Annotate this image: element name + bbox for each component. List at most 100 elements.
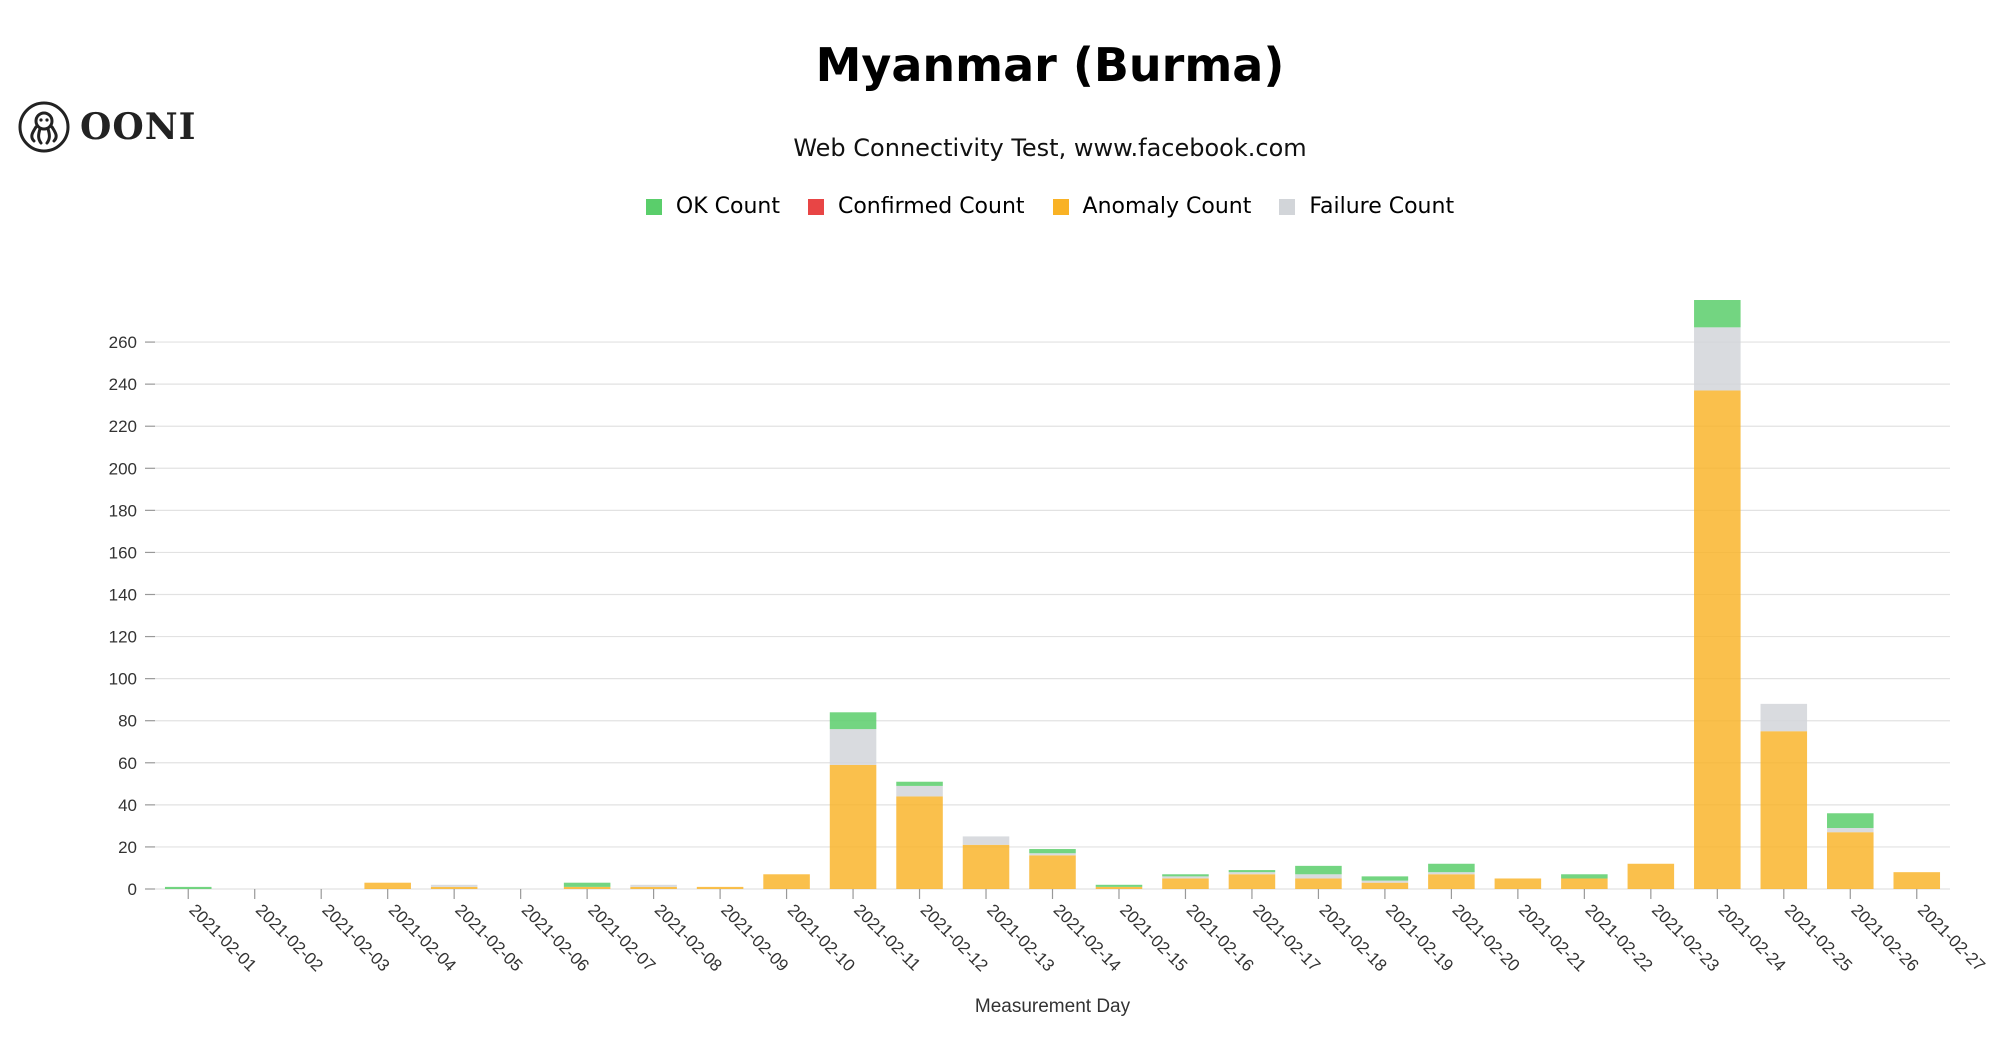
legend-swatch-failure (1279, 198, 1296, 215)
bar-anomaly-2021-02-26[interactable] (1827, 832, 1874, 889)
logo-text: OONI (80, 106, 197, 148)
bar-anomaly-2021-02-17[interactable] (1228, 874, 1276, 889)
x-axis-ticks: 2021-02-012021-02-022021-02-032021-02-04… (185, 889, 1989, 975)
x-tick-label: 2021-02-21 (1515, 900, 1590, 975)
bar-ok-2021-02-01[interactable] (164, 886, 212, 889)
y-tick-label: 140 (109, 586, 137, 605)
chart-legend: OK Count Confirmed Count Anomaly Count F… (0, 194, 1999, 219)
octopus-logo-icon (18, 101, 70, 153)
legend-label-anomaly: Anomaly Count (1082, 194, 1252, 219)
bar-ok-2021-02-19[interactable] (1361, 876, 1409, 881)
bar-failure-2021-02-05[interactable] (430, 884, 478, 887)
y-tick-label: 120 (109, 628, 137, 647)
bar-anomaly-2021-02-13[interactable] (962, 844, 1010, 889)
bar-anomaly-2021-02-15[interactable] (1095, 886, 1143, 889)
chart-title: Myanmar (Burma) (815, 38, 1285, 92)
bar-ok-2021-02-24[interactable] (1694, 300, 1741, 328)
y-tick-label: 180 (109, 501, 137, 520)
bar-failure-2021-02-19[interactable] (1361, 880, 1409, 883)
x-tick-label: 2021-02-23 (1648, 900, 1723, 975)
bar-anomaly-2021-02-12[interactable] (896, 796, 943, 889)
legend-label-ok: OK Count (675, 194, 780, 219)
bar-anomaly-2021-02-20[interactable] (1428, 874, 1475, 889)
bar-anomaly-2021-02-22[interactable] (1561, 878, 1608, 889)
legend-item-ok[interactable]: OK Count (645, 194, 780, 219)
bar-failure-2021-02-11[interactable] (829, 729, 877, 765)
x-tick-label: 2021-02-12 (917, 900, 992, 975)
legend-item-failure[interactable]: Failure Count (1279, 194, 1454, 219)
x-axis-title: Measurement Day (975, 996, 1131, 1017)
bar-ok-2021-02-15[interactable] (1095, 884, 1143, 887)
bar-anomaly-2021-02-24[interactable] (1694, 390, 1741, 889)
x-tick-label: 2021-02-19 (1382, 900, 1457, 975)
x-tick-label: 2021-02-01 (185, 900, 260, 975)
bar-ok-2021-02-18[interactable] (1295, 865, 1342, 875)
bar-ok-2021-02-26[interactable] (1827, 813, 1874, 828)
bar-ok-2021-02-16[interactable] (1162, 874, 1209, 877)
legend-swatch-ok (645, 198, 662, 215)
x-tick-label: 2021-02-22 (1582, 900, 1657, 975)
x-tick-label: 2021-02-18 (1316, 900, 1391, 975)
y-axis-ticks: 0 20 40 60 80 100 120 140 160 180 200 220 240 260 (109, 333, 155, 899)
y-tick-label: 20 (118, 838, 137, 857)
bar-failure-2021-02-18[interactable] (1295, 874, 1342, 879)
bar-failure-2021-02-14[interactable] (1029, 853, 1076, 856)
x-tick-label: 2021-02-17 (1249, 900, 1324, 975)
x-tick-label: 2021-02-11 (850, 900, 924, 974)
bar-failure-2021-02-26[interactable] (1827, 827, 1874, 833)
x-tick-label: 2021-02-15 (1116, 900, 1191, 975)
y-tick-label: 0 (128, 880, 137, 899)
bar-failure-2021-02-13[interactable] (962, 836, 1010, 845)
bar-anomaly-2021-02-21[interactable] (1494, 878, 1542, 889)
bar-anomaly-2021-02-05[interactable] (430, 886, 478, 889)
bar-failure-2021-02-16[interactable] (1162, 876, 1209, 879)
bar-anomaly-2021-02-04[interactable] (364, 882, 411, 889)
y-tick-label: 40 (118, 796, 137, 815)
bar-anomaly-2021-02-23[interactable] (1627, 863, 1675, 889)
legend-item-anomaly[interactable]: Anomaly Count (1052, 194, 1252, 219)
bar-failure-2021-02-25[interactable] (1760, 703, 1808, 732)
bars (164, 300, 1941, 889)
bar-ok-2021-02-12[interactable] (896, 781, 943, 786)
bar-anomaly-2021-02-25[interactable] (1760, 731, 1808, 889)
bar-ok-2021-02-17[interactable] (1228, 870, 1276, 873)
x-tick-label: 2021-02-26 (1847, 900, 1922, 975)
bar-anomaly-2021-02-27[interactable] (1893, 872, 1941, 889)
bar-anomaly-2021-02-16[interactable] (1162, 878, 1209, 889)
legend-label-confirmed: Confirmed Count (837, 194, 1025, 219)
x-tick-label: 2021-02-04 (385, 900, 460, 975)
bar-anomaly-2021-02-10[interactable] (763, 874, 810, 889)
x-tick-label: 2021-02-27 (1914, 900, 1989, 975)
bar-anomaly-2021-02-18[interactable] (1295, 878, 1342, 889)
bar-failure-2021-02-20[interactable] (1428, 872, 1475, 875)
bar-failure-2021-02-24[interactable] (1694, 327, 1741, 391)
y-tick-label: 60 (118, 754, 137, 773)
x-tick-label: 2021-02-14 (1050, 900, 1125, 975)
bar-anomaly-2021-02-19[interactable] (1361, 882, 1409, 889)
bar-anomaly-2021-02-07[interactable] (563, 886, 611, 889)
bar-anomaly-2021-02-09[interactable] (696, 886, 744, 889)
x-tick-label: 2021-02-10 (784, 900, 859, 975)
bar-failure-2021-02-17[interactable] (1228, 872, 1276, 875)
bar-failure-2021-02-08[interactable] (630, 884, 677, 887)
legend-item-confirmed[interactable]: Confirmed Count (807, 194, 1025, 219)
bar-ok-2021-02-11[interactable] (829, 712, 877, 730)
y-tick-label: 200 (109, 459, 137, 478)
ooni-logo: OONI (18, 98, 196, 156)
bar-ok-2021-02-22[interactable] (1561, 874, 1608, 879)
bar-ok-2021-02-20[interactable] (1428, 863, 1475, 873)
x-tick-label: 2021-02-02 (252, 900, 327, 975)
legend-swatch-confirmed (807, 198, 824, 215)
bar-anomaly-2021-02-14[interactable] (1029, 855, 1076, 889)
bar-anomaly-2021-02-11[interactable] (829, 764, 877, 889)
bar-anomaly-2021-02-08[interactable] (630, 886, 677, 889)
x-tick-label: 2021-02-05 (451, 900, 526, 975)
bar-failure-2021-02-12[interactable] (896, 785, 943, 797)
x-tick-label: 2021-02-06 (518, 900, 593, 975)
x-tick-label: 2021-02-03 (318, 900, 393, 975)
bar-ok-2021-02-07[interactable] (563, 882, 611, 887)
bar-ok-2021-02-14[interactable] (1029, 849, 1076, 854)
x-tick-label: 2021-02-13 (983, 900, 1058, 975)
grid-lines (155, 341, 1950, 890)
